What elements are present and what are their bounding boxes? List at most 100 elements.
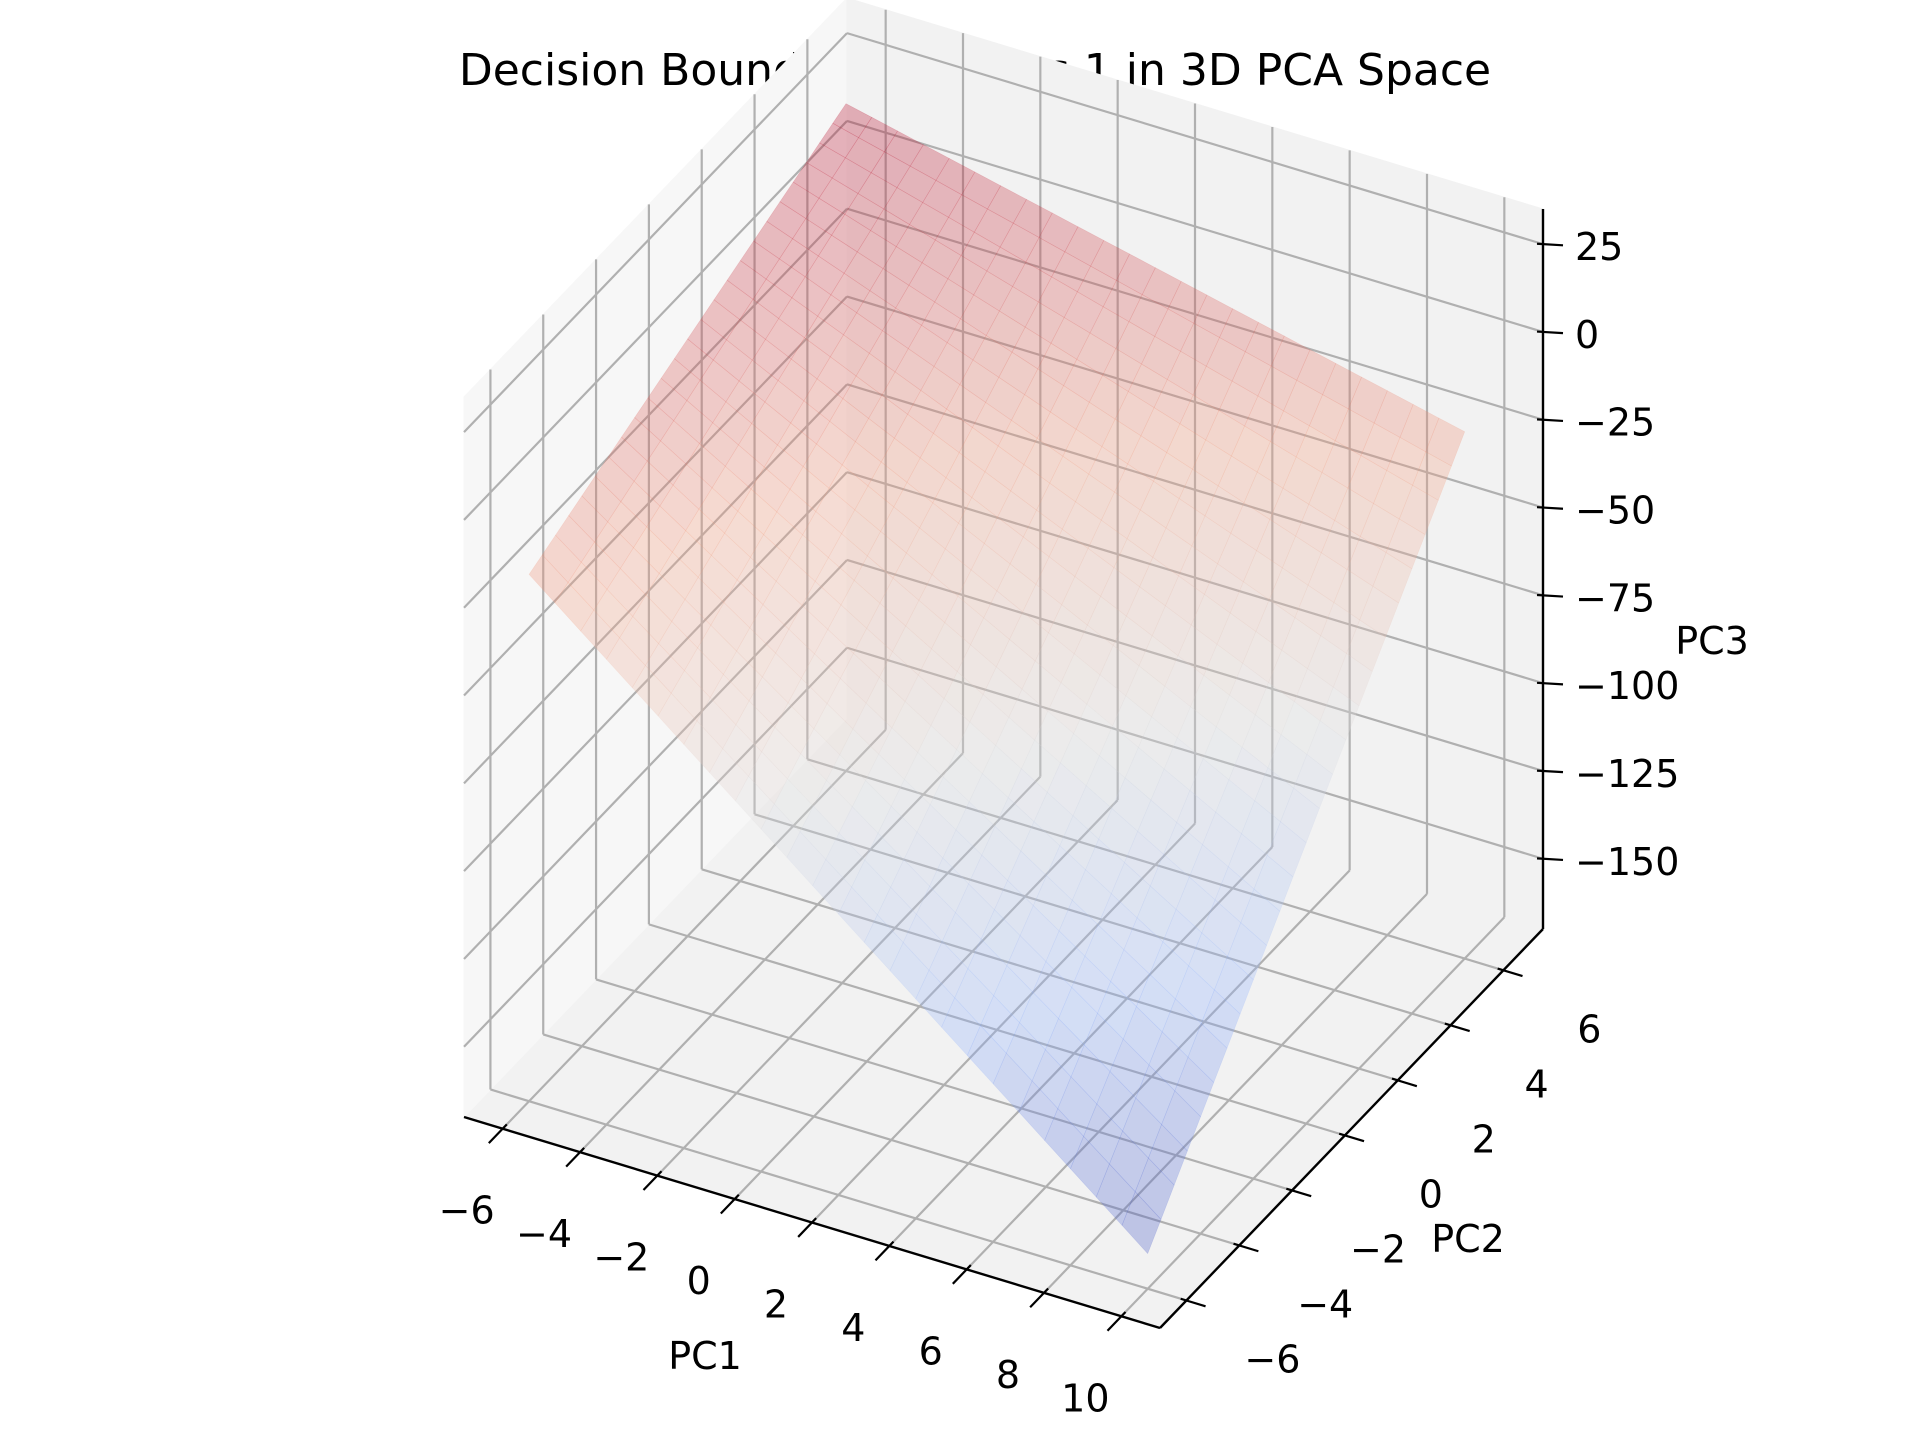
grid-z-leftwall — [463, 383, 848, 785]
left-wall-pane — [463, 0, 848, 1119]
surface-facet — [970, 543, 1011, 592]
surface-facet — [660, 420, 700, 465]
surface-facet — [712, 401, 753, 446]
surface-facet — [1280, 787, 1320, 844]
surface-facet — [931, 622, 971, 673]
surface-facet — [993, 965, 1034, 1024]
surface-facet — [1244, 321, 1285, 367]
surface-facet — [1048, 528, 1089, 577]
surface-facet — [739, 298, 780, 340]
surface-facet — [776, 488, 817, 536]
surface-facet — [870, 208, 910, 248]
surface-facet — [868, 394, 908, 439]
surface-facet — [829, 334, 870, 377]
surface-facet — [868, 330, 909, 373]
grid-y-floor — [490, 1088, 1187, 1302]
surface-facet — [1127, 363, 1168, 409]
surface-facet — [929, 776, 970, 831]
surface-facet — [877, 805, 918, 861]
surface-facet — [960, 294, 1000, 336]
surface-facet — [863, 914, 904, 972]
surface-facet — [857, 172, 898, 210]
surface-facet — [1012, 261, 1052, 303]
surface-facet — [1063, 291, 1104, 334]
surface-facet — [1138, 716, 1178, 770]
x-axis-tick-label: 4 — [841, 1306, 865, 1350]
surface-facet — [804, 255, 845, 296]
surface-facet — [1268, 649, 1308, 703]
z-axis-tick-label: −125 — [1575, 752, 1679, 796]
surface-facet — [697, 624, 737, 675]
surface-facet — [933, 408, 973, 454]
surface-facet — [815, 487, 856, 535]
surface-facet — [997, 490, 1037, 538]
surface-facet — [841, 441, 882, 487]
z-axis-tick — [1536, 330, 1564, 335]
surface-facet — [762, 580, 803, 630]
surface-facet — [1191, 515, 1232, 565]
surface-facet — [904, 751, 944, 806]
surface-facet — [1139, 556, 1179, 607]
surface-facet — [1064, 226, 1105, 267]
surface-facet — [1348, 376, 1388, 424]
surface-facet — [1071, 955, 1112, 1014]
surface-facet — [683, 720, 724, 774]
surface-facet — [1034, 710, 1074, 764]
surface-facet — [1214, 866, 1255, 924]
surface-facet — [961, 171, 1002, 210]
surface-facet — [1061, 576, 1101, 626]
surface-facet — [947, 255, 988, 296]
surface-facet — [1141, 335, 1181, 380]
surface-facet — [646, 505, 687, 553]
surface-facet — [1033, 791, 1074, 847]
surface-facet — [660, 358, 701, 401]
surface-facet — [765, 318, 805, 360]
surface-facet — [984, 445, 1025, 492]
surface-facet — [1359, 585, 1400, 638]
surface-facet — [1166, 423, 1207, 470]
surface-facet — [1099, 644, 1140, 697]
surface-facet — [1083, 1103, 1123, 1165]
surface-facet — [843, 251, 884, 292]
y-axis-tick-label: 6 — [1577, 1007, 1601, 1051]
surface-facet — [842, 375, 883, 419]
surface-facet — [828, 533, 868, 581]
surface-facet — [906, 457, 947, 504]
surface-facet — [766, 201, 807, 240]
surface-facet — [1347, 455, 1388, 504]
surface-facet — [921, 301, 961, 344]
surface-facet — [1023, 437, 1064, 484]
surface-facet — [916, 804, 957, 859]
y-axis-tick — [1233, 1242, 1259, 1253]
surface-facet — [1293, 753, 1333, 809]
surface-facet — [880, 437, 921, 483]
y-axis-line — [1159, 928, 1544, 1329]
surface-facet — [904, 674, 945, 726]
surface-facet — [892, 625, 932, 676]
surface-facet — [856, 230, 897, 270]
surface-facet — [554, 582, 595, 632]
surface-facet — [941, 997, 981, 1057]
surface-facet — [619, 547, 660, 596]
surface-facet — [1124, 830, 1164, 887]
surface-facet — [580, 609, 620, 660]
surface-facet — [1018, 1080, 1059, 1141]
surface-facet — [1024, 368, 1064, 413]
surface-facet — [1070, 1135, 1110, 1198]
grid-x-floor — [811, 822, 1196, 1224]
x-axis-tick-label: 6 — [919, 1329, 943, 1373]
decision-surface — [528, 103, 1466, 1255]
surface-facet — [895, 284, 936, 326]
surface-facet — [1151, 605, 1192, 657]
surface-facet — [1307, 552, 1348, 603]
surface-facet — [1283, 379, 1323, 427]
surface-facet — [1229, 662, 1269, 716]
surface-facet — [995, 638, 1036, 690]
surface-facet — [907, 389, 947, 434]
surface-facet — [987, 185, 1027, 224]
surface-facet — [1019, 905, 1060, 963]
grid-x-floor — [501, 728, 887, 1130]
surface-facet — [684, 576, 725, 626]
surface-facet — [1150, 768, 1191, 823]
surface-facet — [1306, 720, 1347, 775]
